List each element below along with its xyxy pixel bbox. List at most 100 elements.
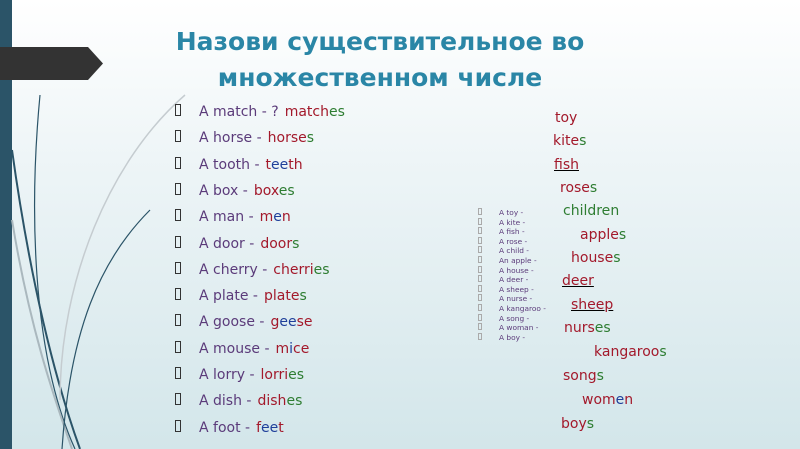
bullet-icon (478, 294, 482, 302)
small-list-item: A song - (478, 313, 546, 324)
bullet-icon (478, 255, 482, 263)
answer-segment: m (259, 209, 274, 226)
small-list-item: A deer - (478, 275, 546, 285)
noun-prompt: A cherry - (199, 261, 268, 278)
noun-prompt: A dish - (199, 393, 252, 410)
bullet-icon (478, 303, 482, 311)
bullet-icon (478, 227, 482, 235)
bullet-icon (175, 104, 181, 116)
small-noun-list: A toy -A kite -A fish -A rose -A child -… (478, 208, 546, 342)
small-list-item: A nurse - (478, 294, 546, 304)
answer-segment: n (624, 392, 634, 408)
plural-answer-right: nurses (564, 320, 611, 336)
answer-segment: horse (267, 130, 307, 147)
decorative-curves (11, 94, 186, 449)
small-list-item: A kite - (478, 217, 546, 228)
noun-prompt: A rose - (499, 236, 528, 246)
answer-segment: box (253, 182, 279, 199)
bullet-icon (175, 182, 181, 195)
bullet-icon (175, 314, 181, 327)
noun-prompt: A kangaroo - (499, 303, 546, 313)
answer-segment: es (288, 367, 305, 383)
answer-segment: s (295, 393, 303, 410)
noun-prompt: A sheep - (499, 284, 534, 294)
answer-segment: fish (554, 157, 579, 173)
answer-segment: e (278, 182, 288, 199)
answer-segment: wom (582, 392, 616, 408)
answer-segment: s (659, 344, 667, 360)
answer-segment: match (284, 104, 329, 120)
answer-segment: t (278, 419, 284, 436)
noun-prompt: A toy - (499, 208, 524, 217)
answer-segment: t (265, 156, 272, 173)
noun-prompt: A kite - (499, 217, 526, 227)
answer-segment: boy (561, 416, 587, 432)
bullet-icon (478, 217, 482, 225)
plural-answer: mice (276, 341, 310, 357)
answer-segment: e (303, 314, 313, 331)
answer-segment: m (275, 340, 290, 357)
bullet-icon (478, 246, 482, 254)
bullet-icon (175, 367, 181, 379)
answer-segment: s (613, 250, 621, 266)
answer-segment: s (287, 182, 295, 199)
answer-segment: cherri (273, 261, 314, 278)
noun-prompt: A man - (199, 209, 254, 226)
noun-prompt: A lorry - (199, 367, 255, 383)
noun-prompt: A mouse - (199, 340, 270, 357)
list-item: A door - doors (175, 235, 299, 252)
plural-answer: men (260, 209, 291, 225)
list-item: A plate - plates (175, 288, 307, 304)
answer-segment: e (273, 209, 282, 226)
left-accent-bar (0, 0, 12, 449)
noun-prompt: A box - (199, 182, 248, 199)
list-item: A box - boxes (175, 182, 295, 199)
bullet-icon (478, 323, 482, 331)
list-item: A cherry - cherries (175, 261, 330, 278)
list-item: A lorry - lorries (175, 367, 304, 383)
plural-answer: matches (285, 104, 345, 120)
list-item: A goose - geese (175, 314, 313, 330)
answer-segment: n (281, 209, 291, 226)
answer-segment: n (610, 203, 620, 219)
answer-segment: e (615, 392, 625, 408)
answer-segment: apple (580, 227, 619, 243)
arrow-shape (0, 47, 103, 80)
answer-segment: es (328, 104, 345, 120)
answer-segment: rose (560, 180, 590, 196)
bullet-icon (175, 130, 181, 143)
noun-prompt: A song - (499, 313, 530, 323)
noun-prompt: A plate - (199, 288, 258, 305)
small-list-item: A boy - (478, 332, 546, 343)
list-item: A dish - dishes (175, 393, 302, 409)
answer-segment: nurs (564, 320, 595, 336)
plural-answer-right: kangaroos (594, 344, 667, 360)
small-list-item: A sheep - (478, 284, 546, 295)
bullet-icon (175, 235, 181, 248)
small-list-item: A woman - (478, 323, 546, 333)
small-list-item: A house - (478, 265, 546, 276)
answer-segment: s (306, 130, 315, 147)
answer-segment: song (563, 368, 597, 384)
answer-segment: s (299, 288, 307, 305)
answer-segment: g (270, 314, 280, 331)
plural-answer-right: children (563, 203, 619, 219)
bullet-icon (175, 288, 181, 301)
noun-prompt: A goose - (199, 314, 265, 331)
small-list-item: A rose - (478, 236, 546, 247)
answer-segment: door (260, 235, 293, 252)
bullet-icon (478, 265, 482, 273)
plural-answer-right: deer (562, 273, 594, 289)
answer-segment: es (594, 320, 611, 336)
plural-answer-right: songs (563, 368, 604, 384)
plural-answer: lorries (261, 367, 305, 383)
answer-segment: s (618, 227, 627, 243)
list-item: A man - men (175, 209, 291, 225)
noun-prompt: A tooth - (199, 156, 260, 173)
small-list-item: A kangaroo - (478, 303, 546, 314)
answer-segment: s (589, 180, 598, 196)
bullet-icon (175, 209, 181, 222)
answer-segment: sheep (571, 297, 614, 313)
plural-answer-right: houses (571, 250, 621, 266)
plural-answer: plates (264, 288, 307, 304)
